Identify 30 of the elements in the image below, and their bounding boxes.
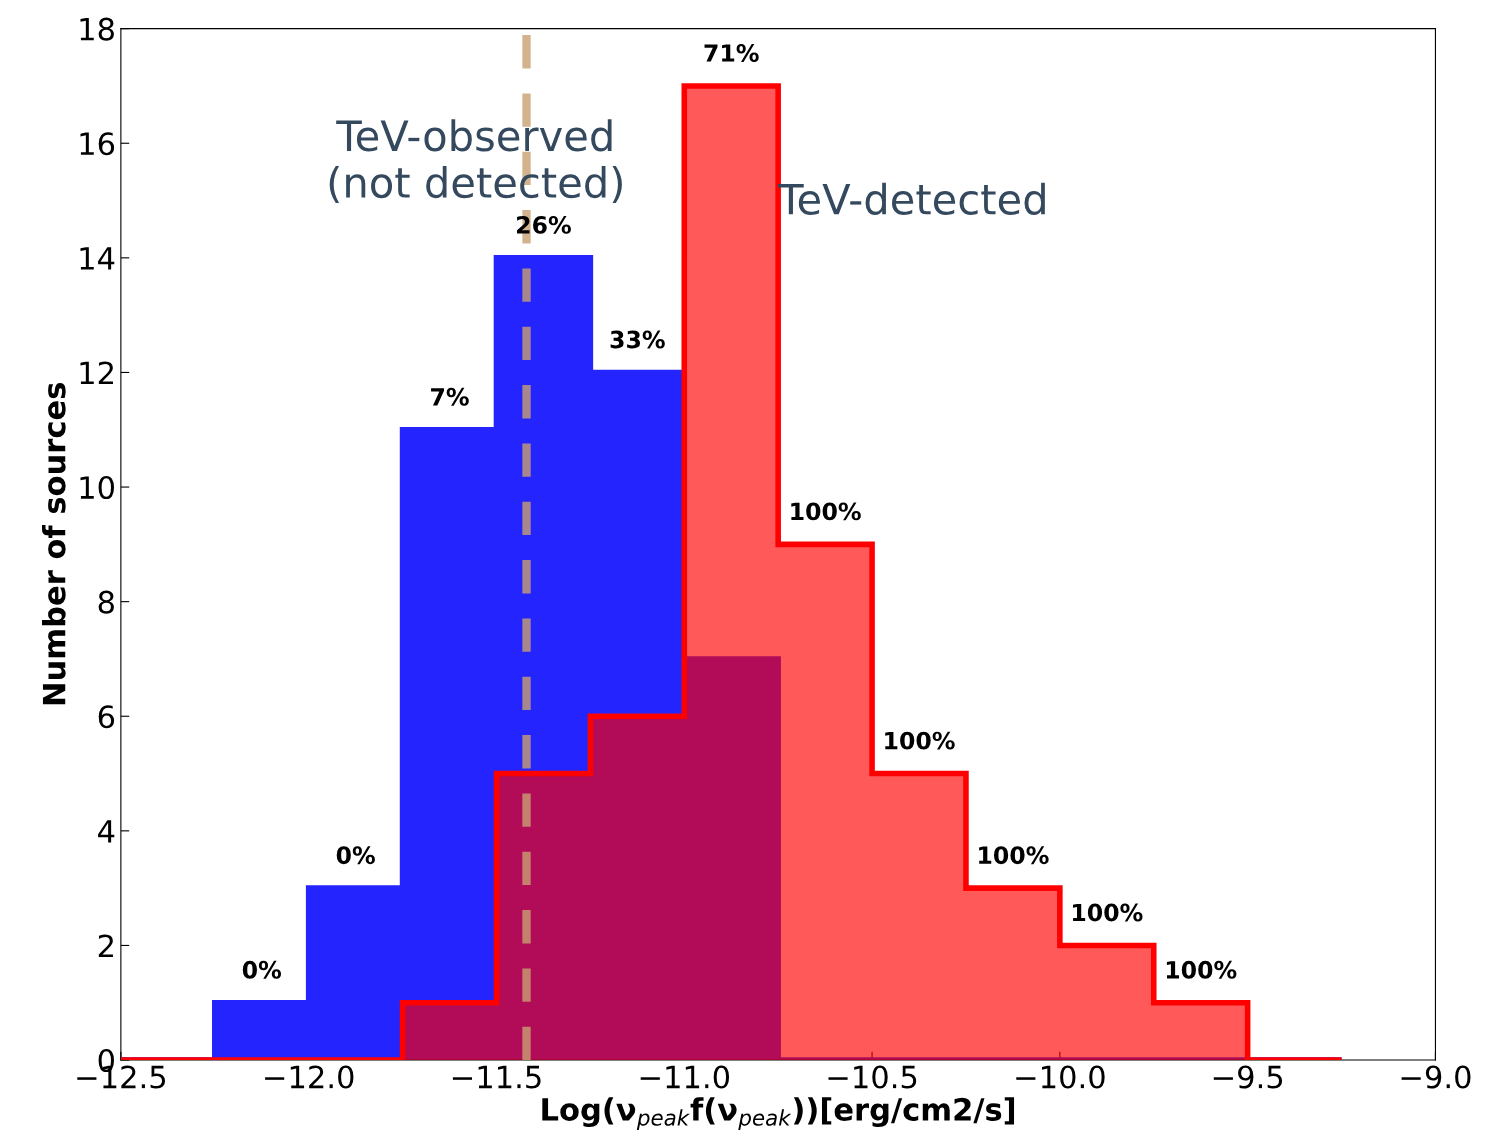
y-tick-label: 10: [80, 475, 114, 500]
y-tick-label: 14: [80, 247, 115, 270]
y-tick-label: 6: [98, 705, 115, 729]
x-tick-label: −11.0: [640, 1065, 730, 1089]
annotation: 100%: [791, 502, 861, 521]
annotation: 7%: [431, 387, 469, 406]
y-tick-label: 2: [98, 934, 113, 958]
x-tick-label: −9.0: [1401, 1065, 1471, 1089]
y-tick-label: 8: [98, 590, 114, 614]
y-tick-label: 4: [98, 820, 115, 843]
y-tick-label: 18: [80, 17, 114, 41]
annotation: 33%: [610, 330, 665, 349]
annotation: 100%: [1166, 960, 1237, 979]
y-axis-title: Number of sources: [42, 383, 66, 705]
x-tick-label: −10.5: [828, 1065, 917, 1089]
annotation: 100%: [885, 731, 955, 750]
annotation: 100%: [979, 846, 1049, 865]
x-tick-label: −11.5: [452, 1065, 541, 1089]
annotation: 71%: [704, 44, 759, 62]
annotation: 0%: [336, 846, 375, 865]
annotation: 26%: [517, 215, 571, 234]
x-tick-label: −9.5: [1213, 1065, 1283, 1089]
annotation: 100%: [1073, 903, 1143, 922]
y-tick-label: 12: [80, 361, 113, 385]
x-axis-title: Log(ν$_{peak}$f(ν$_{peak}$))[erg/cm2/s]: [542, 1097, 1015, 1130]
annotation: 0%: [242, 960, 282, 979]
x-tick-label: −10.0: [1016, 1065, 1105, 1089]
x-tick-label: −12.0: [265, 1065, 354, 1089]
series-label: TeV-observed (not detected): [329, 119, 622, 204]
y-tick-label: 16: [80, 132, 115, 156]
